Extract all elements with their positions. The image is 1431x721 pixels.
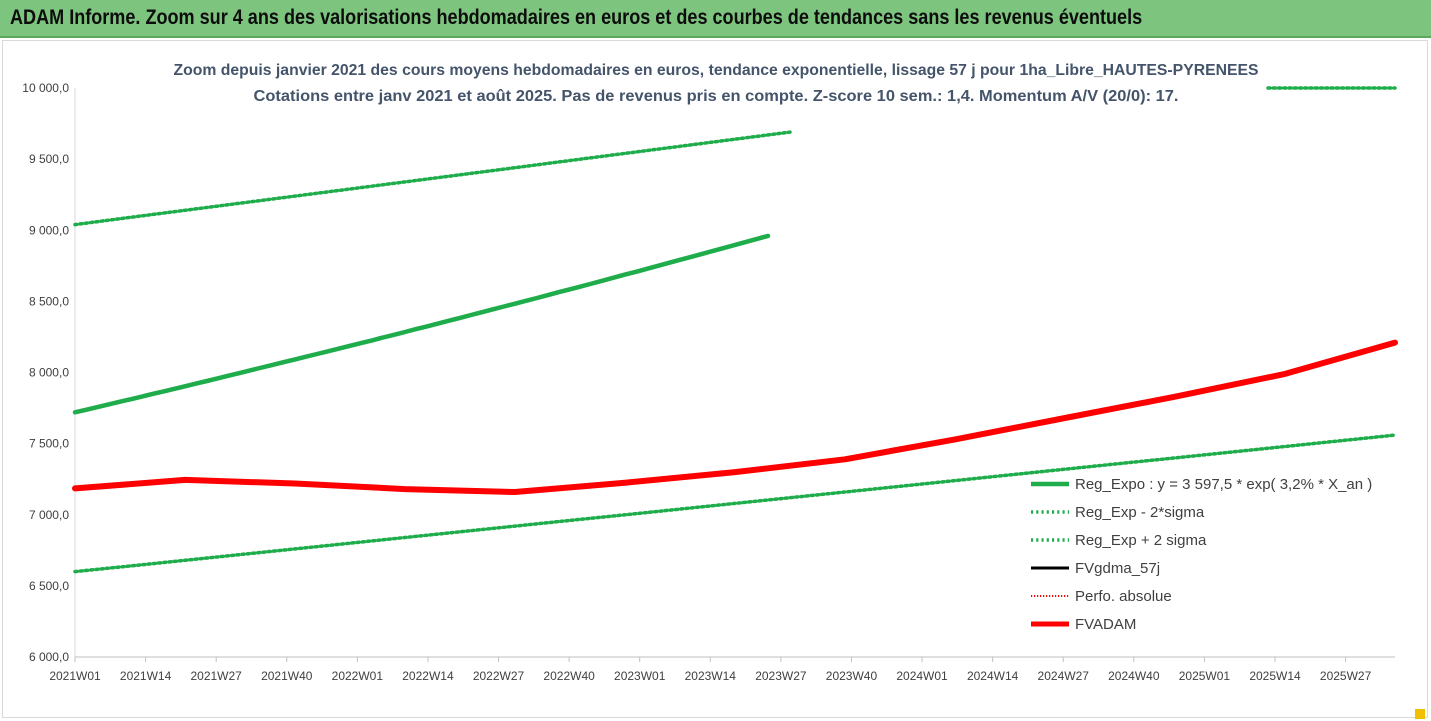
series-layer xyxy=(72,86,1398,574)
legend-label: FVgdma_57j xyxy=(1075,560,1160,577)
y-tick-label: 10 000,0 xyxy=(22,81,69,95)
x-tick-label: 2024W01 xyxy=(896,669,948,683)
y-tick-label: 6 500,0 xyxy=(29,579,69,593)
series-line-0 xyxy=(72,233,771,415)
x-axis: 2021W01 2021W14 2021W27 2021W40 2022W01 2022W… xyxy=(49,656,1395,683)
x-tick-label: 2024W14 xyxy=(967,669,1019,683)
chart-frame: Zoom depuis janvier 2021 des cours moyen… xyxy=(2,40,1428,718)
corner-accent xyxy=(1415,709,1425,719)
x-tick-label: 2022W27 xyxy=(473,669,525,683)
x-tick-label: 2022W01 xyxy=(332,669,384,683)
legend-label: FVADAM xyxy=(1075,616,1136,633)
series-line-1 xyxy=(73,433,1397,574)
x-tick-label: 2021W27 xyxy=(190,669,242,683)
x-tick-label: 2022W14 xyxy=(402,669,454,683)
y-tick-label: 6 000,0 xyxy=(29,650,69,664)
x-tick-label: 2021W14 xyxy=(120,669,172,683)
y-tick-label: 8 000,0 xyxy=(29,366,69,380)
line-chart: Zoom depuis janvier 2021 des cours moyen… xyxy=(22,62,1398,683)
y-tick-label: 8 500,0 xyxy=(29,294,69,308)
page-title: ADAM Informe. Zoom sur 4 ans des valoris… xyxy=(10,6,1143,29)
x-tick-label: 2025W01 xyxy=(1179,669,1231,683)
chart-title-line-2: Cotations entre janv 2021 et août 2025. … xyxy=(254,88,1179,105)
series-line-2 xyxy=(73,130,792,227)
x-tick-label: 2021W01 xyxy=(49,669,101,683)
x-tick-label: 2025W27 xyxy=(1320,669,1372,683)
x-tick-label: 2024W40 xyxy=(1108,669,1160,683)
x-tick-label: 2023W27 xyxy=(755,669,807,683)
x-tick-label: 2024W27 xyxy=(1038,669,1090,683)
x-tick-label: 2023W14 xyxy=(685,669,737,683)
x-tick-label: 2025W14 xyxy=(1249,669,1301,683)
y-tick-label: 9 000,0 xyxy=(29,223,69,237)
legend-label: Reg_Expo : y = 3 597,5 * exp( 3,2% * X_a… xyxy=(1075,476,1372,493)
legend-label: Reg_Exp + 2 sigma xyxy=(1075,532,1207,549)
y-tick-label: 7 500,0 xyxy=(29,437,69,451)
x-tick-label: 2021W40 xyxy=(261,669,313,683)
y-tick-label: 7 000,0 xyxy=(29,508,69,522)
header-bar: ADAM Informe. Zoom sur 4 ans des valoris… xyxy=(0,0,1431,38)
legend: Reg_Expo : y = 3 597,5 * exp( 3,2% * X_a… xyxy=(1031,476,1372,633)
x-tick-label: 2023W40 xyxy=(826,669,878,683)
x-tick-label: 2023W01 xyxy=(614,669,666,683)
y-axis: 6 000,0 6 500,0 7 000,0 7 500,0 8 000,0 8 500… xyxy=(22,81,76,664)
x-tick-label: 2022W40 xyxy=(543,669,595,683)
legend-label: Reg_Exp - 2*sigma xyxy=(1075,504,1205,521)
series-line-5 xyxy=(72,339,1398,495)
chart-title-line-1: Zoom depuis janvier 2021 des cours moyen… xyxy=(174,62,1259,79)
legend-label: Perfo. absolue xyxy=(1075,588,1172,605)
y-tick-label: 9 500,0 xyxy=(29,152,69,166)
